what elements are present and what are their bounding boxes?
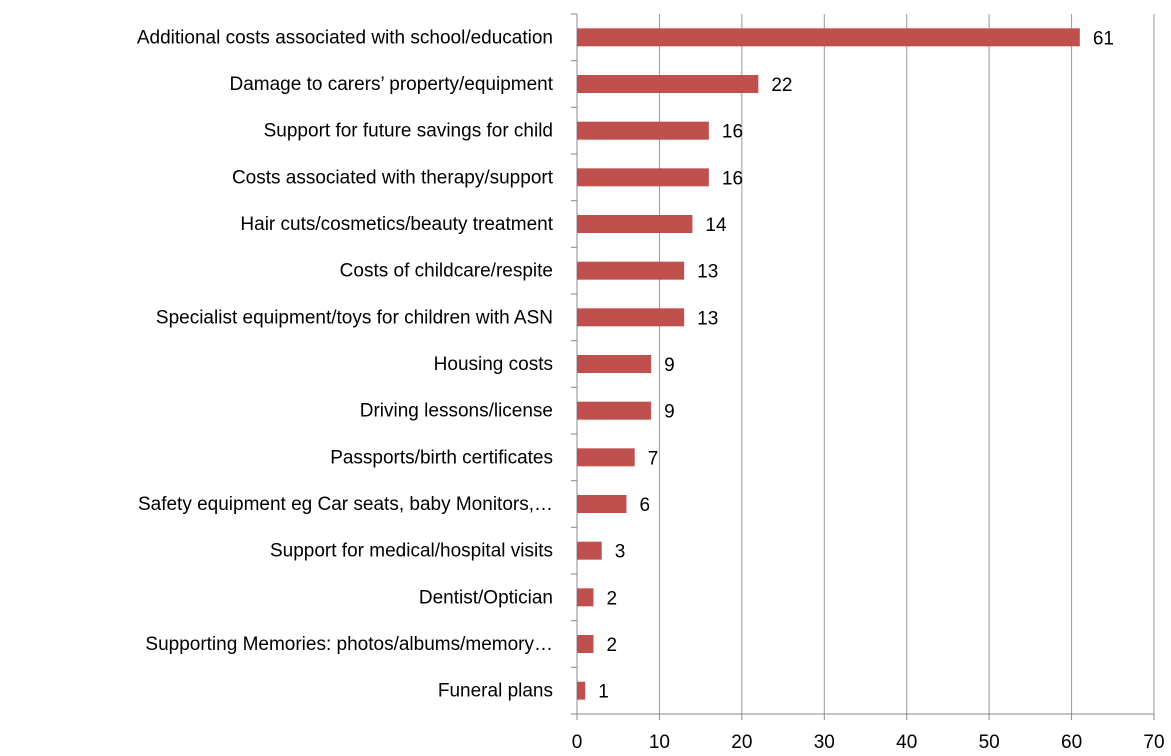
bar — [577, 401, 652, 420]
value-label: 2 — [606, 635, 617, 656]
value-label: 3 — [615, 542, 626, 563]
value-label: 13 — [697, 308, 718, 329]
x-tick-label: 20 — [731, 732, 752, 753]
x-tick-label: 0 — [572, 732, 583, 753]
value-label: 6 — [639, 495, 650, 516]
value-label: 14 — [705, 215, 727, 236]
y-tick-label: Support for future savings for child — [264, 121, 553, 142]
value-label: 22 — [771, 75, 792, 96]
y-tick-label: Driving lessons/license — [360, 401, 553, 422]
x-tick-label: 10 — [649, 732, 670, 753]
bar — [577, 355, 652, 373]
value-label: 61 — [1093, 28, 1114, 49]
y-tick-label: Specialist equipment/toys for children w… — [156, 307, 553, 328]
x-tick-label: 70 — [1143, 732, 1164, 753]
value-label: 1 — [598, 682, 609, 703]
bar — [577, 215, 693, 233]
value-label: 9 — [664, 402, 675, 423]
value-label: 2 — [606, 588, 617, 609]
y-tick-label: Support for medical/hospital visits — [270, 541, 553, 562]
value-label: 7 — [648, 448, 659, 469]
bar — [577, 261, 685, 280]
y-tick-label: Dentist/Optician — [419, 587, 553, 608]
bar — [577, 635, 594, 653]
bar — [577, 308, 685, 327]
y-tick-label: Additional costs associated with school/… — [137, 27, 553, 48]
value-label: 16 — [722, 122, 743, 143]
y-tick-label: Damage to carers’ property/equipment — [229, 74, 553, 95]
bar — [577, 75, 759, 93]
bar — [577, 495, 627, 513]
x-tick-label: 30 — [814, 732, 835, 753]
value-label: 13 — [697, 262, 718, 283]
y-tick-label: Hair cuts/cosmetics/beauty treatment — [240, 214, 553, 235]
x-tick-label: 50 — [979, 732, 1000, 753]
bar — [577, 588, 594, 607]
value-label: 16 — [722, 168, 743, 189]
y-tick-label: Costs of childcare/respite — [340, 261, 553, 282]
bar — [577, 681, 586, 700]
y-tick-label: Supporting Memories: photos/albums/memor… — [145, 634, 553, 655]
y-tick-label: Passports/birth certificates — [330, 447, 553, 468]
y-tick-label: Housing costs — [434, 354, 553, 375]
y-tick-label: Funeral plans — [438, 681, 553, 702]
bar — [577, 168, 709, 187]
bar — [577, 28, 1080, 47]
y-tick-label: Costs associated with therapy/support — [232, 167, 554, 188]
bar — [577, 541, 602, 560]
value-label: 9 — [664, 355, 675, 376]
y-tick-label: Safety equipment eg Car seats, baby Moni… — [138, 494, 553, 515]
x-tick-label: 60 — [1061, 732, 1082, 753]
x-tick-label: 40 — [896, 732, 917, 753]
bar — [577, 121, 709, 140]
bar — [577, 448, 635, 467]
